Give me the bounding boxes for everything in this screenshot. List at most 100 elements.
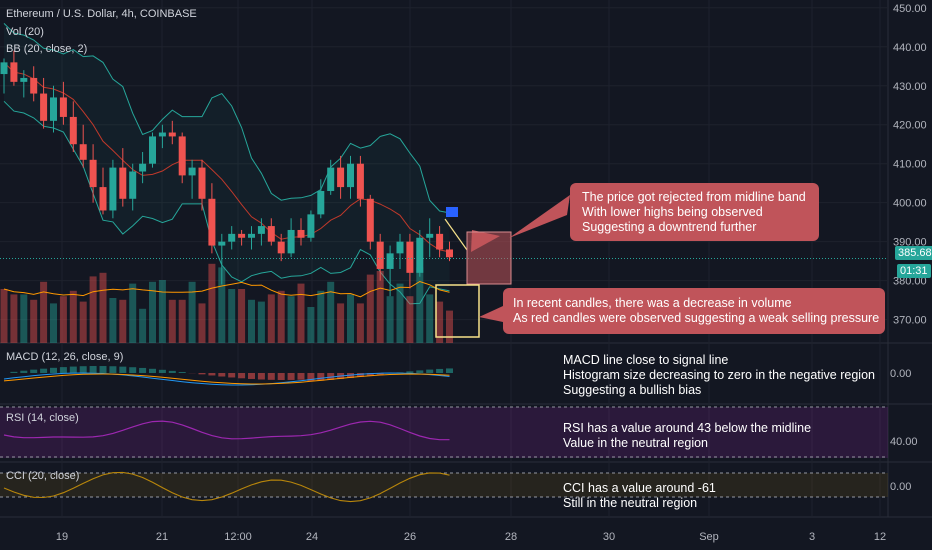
macd-histogram-bar: [99, 366, 107, 373]
volume-bar: [149, 281, 156, 343]
candle-countdown-tag: 01:31: [897, 264, 931, 278]
macd-histogram-bar: [327, 373, 335, 380]
price-tick-label: 410.00: [893, 159, 927, 171]
macd-signal-line: [3, 373, 450, 385]
volume-bar: [228, 289, 236, 343]
time-tick-label: 24: [306, 531, 318, 543]
volume-bar: [277, 290, 285, 343]
macd-histogram-bar: [436, 368, 444, 373]
candle-body: [238, 233, 246, 238]
volume-bar: [366, 274, 374, 343]
volume-bar: [0, 289, 8, 343]
volume-bar: [218, 267, 226, 343]
candle-body: [376, 241, 384, 269]
price-tick-label: 370.00: [893, 315, 927, 327]
candle-body: [317, 190, 325, 215]
macd-note-line: MACD line close to signal line: [563, 353, 729, 367]
candle-body: [426, 233, 434, 238]
macd-axis-label: 0.00: [890, 368, 911, 380]
candle-body: [129, 171, 137, 199]
volume-bar: [307, 307, 315, 343]
candle-body: [327, 167, 335, 191]
cci-legend: CCI (20, close): [6, 470, 80, 482]
macd-histogram-bar: [307, 373, 315, 382]
price-note-line: The price got rejected from midline band: [582, 190, 806, 204]
candle-body: [218, 241, 226, 246]
macd-histogram-bar: [218, 373, 226, 377]
price-tick-label: 380.00: [893, 276, 927, 288]
price-tick-label: 400.00: [893, 198, 927, 210]
rsi-band: [0, 407, 888, 458]
macd-note: MACD line close to signal line Histogram…: [563, 353, 875, 398]
macd-histogram-bar: [79, 366, 87, 373]
macd-histogram-bar: [238, 373, 246, 379]
candle-body: [99, 187, 107, 211]
volume-bar: [406, 296, 414, 343]
candle-body: [40, 93, 48, 121]
macd-histogram-bar: [59, 367, 67, 373]
price-tick-label: 440.00: [893, 42, 927, 54]
volume-bar: [297, 283, 305, 343]
candle-body: [158, 132, 166, 137]
candle-body: [0, 62, 8, 75]
candle-body: [188, 167, 196, 176]
symbol-title: Ethereum / U.S. Dollar, 4h, COINBASE: [6, 8, 197, 20]
macd-histogram-bar: [446, 368, 453, 373]
volume-bar: [99, 272, 107, 343]
candle-body: [109, 167, 117, 211]
rsi-note-line: RSI has a value around 43 below the midl…: [563, 421, 812, 435]
volume-bar: [79, 301, 87, 343]
cci-note-line: Still in the neutral region: [563, 496, 698, 510]
volume-bar: [69, 290, 77, 343]
volume-bar: [119, 299, 127, 343]
time-tick-label: 28: [505, 531, 517, 543]
volume-bar: [40, 281, 48, 343]
volume-note-line: In recent candles, there was a decrease …: [513, 296, 792, 310]
price-note-tail: [509, 195, 570, 238]
rejection-line: [444, 218, 468, 251]
flag-marker: [446, 207, 458, 217]
macd-histogram-bar: [178, 372, 186, 373]
macd-legend: MACD (12, 26, close, 9): [6, 351, 124, 363]
volume-bar: [257, 301, 265, 343]
volume-bar: [248, 299, 255, 343]
price-note-line: Suggesting a downtrend further: [582, 220, 757, 234]
price-tick-label: 420.00: [893, 120, 927, 132]
candle-body: [50, 97, 57, 121]
volume-bar: [129, 283, 137, 343]
macd-histogram-bar: [109, 366, 117, 373]
macd-histogram-bar: [366, 373, 374, 376]
candle-body: [20, 77, 28, 82]
macd-histogram-bar: [198, 373, 206, 375]
volume-bar: [20, 294, 28, 343]
bollinger-basis: [3, 62, 450, 253]
candle-body: [287, 229, 295, 254]
volume-note-line: As red candles were observed suggesting …: [513, 311, 880, 325]
time-tick-label: 3: [809, 531, 815, 543]
cci-note-line: CCI has a value around -61: [563, 481, 716, 495]
volume-bar: [386, 296, 394, 343]
volume-bar: [168, 299, 176, 343]
macd-histogram-bar: [89, 366, 97, 373]
bollinger-lower-band: [3, 100, 450, 305]
volume-bar: [267, 294, 275, 343]
candle-body: [347, 163, 354, 188]
rsi-axis-label: 40.00: [890, 436, 918, 448]
candle-body: [119, 167, 127, 199]
volume-bar: [178, 299, 186, 343]
bollinger-fill: [4, 23, 450, 304]
volume-bar: [109, 298, 117, 343]
cci-axis-label: 0.00: [890, 481, 911, 493]
volume-bar: [10, 294, 18, 343]
price-tick-label: 390.00: [893, 237, 927, 249]
candle-body: [307, 214, 315, 238]
macd-histogram-bar: [267, 373, 275, 380]
macd-histogram-bar: [20, 370, 28, 373]
time-tick-label: Sep: [699, 531, 719, 543]
macd-histogram-bar: [228, 373, 236, 378]
volume-bar: [347, 294, 354, 343]
macd-histogram-bar: [168, 370, 176, 373]
candle-body: [178, 136, 186, 176]
price-note-line: With lower highs being observed: [582, 205, 763, 219]
